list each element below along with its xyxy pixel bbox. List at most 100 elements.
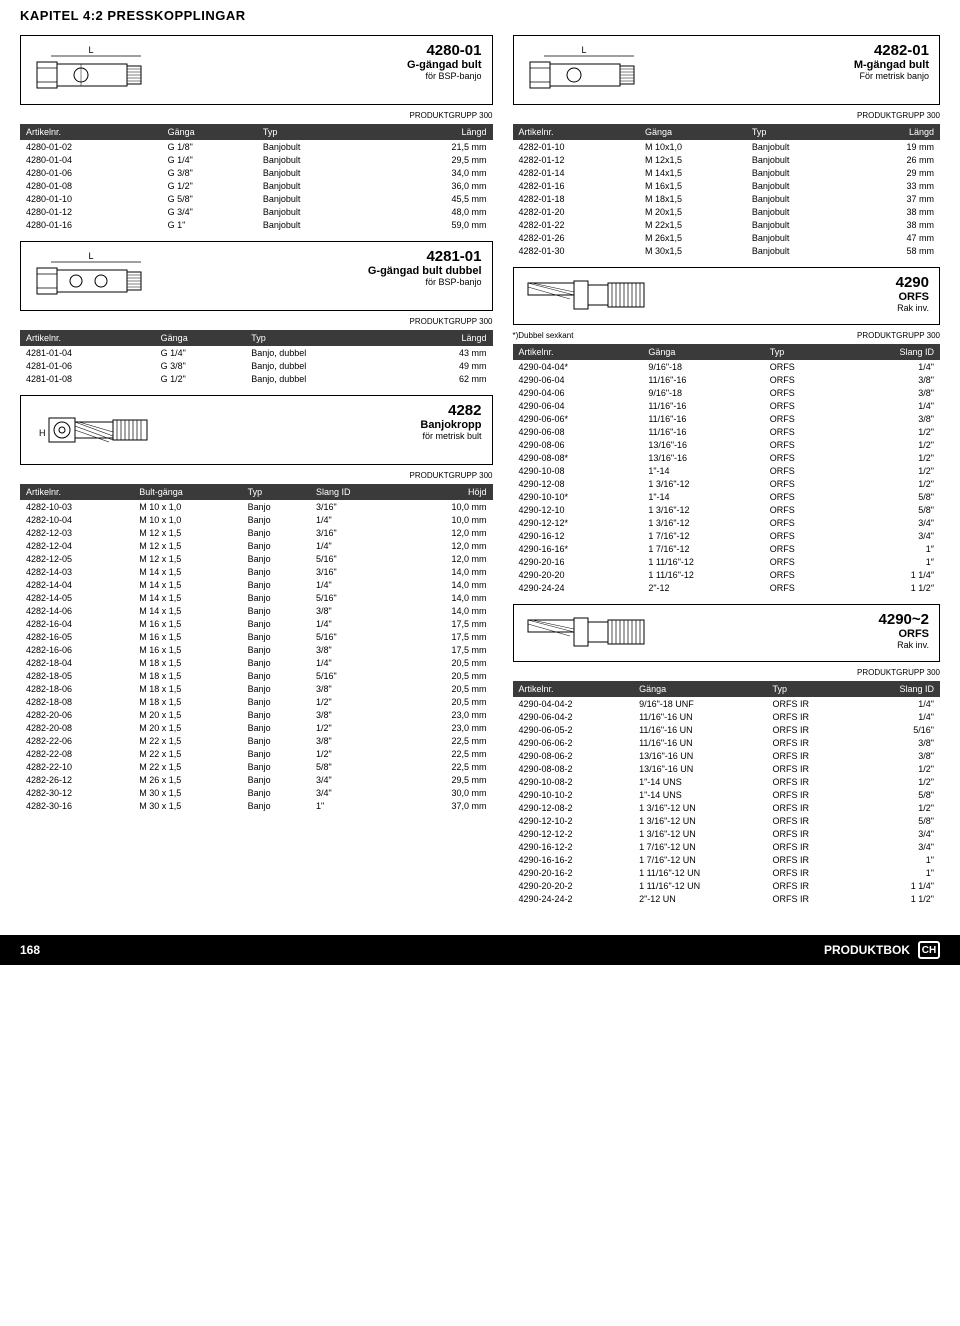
table-cell: 5/8" (855, 788, 940, 801)
table-cell: Banjo (242, 656, 310, 669)
table-cell: 1 3/16"-12 (642, 477, 763, 490)
table-cell: 17,5 mm (401, 617, 493, 630)
table-cell: 4290-12-08 (513, 477, 643, 490)
table-row: 4282-20-06M 20 x 1,5Banjo3/8"23,0 mm (20, 708, 493, 721)
table-header: Gänga (639, 124, 746, 140)
table-header: Längd (401, 330, 493, 346)
table-cell: 1/4" (310, 513, 401, 526)
table-cell: 1/4" (310, 617, 401, 630)
table-header: Artikelnr. (20, 330, 155, 346)
product-subtitle: för metrisk bult (169, 431, 482, 441)
table-cell: 37 mm (854, 192, 940, 205)
table-row: 4282-14-03M 14 x 1,5Banjo3/16"14,0 mm (20, 565, 493, 578)
table-cell: 13/16"-16 (642, 451, 763, 464)
table-cell: 36,0 mm (378, 179, 493, 192)
table-cell: M 10 x 1,0 (133, 513, 241, 526)
table-cell: G 3/8" (155, 359, 246, 372)
table-cell: Banjo, dubbel (245, 359, 401, 372)
table-cell: ORFS IR (766, 840, 855, 853)
table-cell: 3/8" (310, 682, 401, 695)
table-cell: M 14 x 1,5 (133, 604, 241, 617)
table-cell: 4282-30-16 (20, 799, 133, 812)
table-cell: ORFS (764, 425, 842, 438)
table-cell: 1/2" (842, 464, 940, 477)
table-cell: 3/4" (842, 529, 940, 542)
table-cell: 4282-12-05 (20, 552, 133, 565)
table-cell: 23,0 mm (401, 721, 493, 734)
table-cell: 4290-04-04-2 (513, 697, 634, 710)
table-cell: ORFS (764, 568, 842, 581)
table-cell: 17,5 mm (401, 643, 493, 656)
table-cell: 4290-24-24 (513, 581, 643, 594)
table-cell: M 18x1,5 (639, 192, 746, 205)
svg-text:H: H (39, 428, 46, 438)
table-cell: 1″ (842, 542, 940, 555)
table-cell: 4282-22-06 (20, 734, 133, 747)
table-cell: 4282-01-12 (513, 153, 640, 166)
table-row: 4290-06-0411/16"-16ORFS3/8" (513, 373, 941, 386)
table-cell: Banjobult (257, 153, 378, 166)
table-cell: Banjobult (746, 192, 854, 205)
table-cell: 3/16" (310, 500, 401, 513)
table-row: 4282-01-16M 16x1,5Banjobult33 mm (513, 179, 941, 192)
table-cell: 3/8" (310, 708, 401, 721)
table-cell: M 16 x 1,5 (133, 643, 241, 656)
table-cell: 9/16"-18 UNF (633, 697, 766, 710)
product-4290: 4290 ORFS Rak inv. (513, 267, 941, 325)
table-row: 4290-06-0411/16"-16ORFS1/4" (513, 399, 941, 412)
table-cell: 47 mm (854, 231, 940, 244)
table-cell: 4282-22-10 (20, 760, 133, 773)
table-cell: 4290-08-06 (513, 438, 643, 451)
table-cell: ORFS IR (766, 801, 855, 814)
table-4290: Artikelnr.GängaTypSlang ID4290-04-04*9/1… (513, 344, 941, 594)
table-header: Gänga (633, 681, 766, 697)
table-cell: 12,0 mm (401, 526, 493, 539)
product-code: 4281-01 (169, 248, 482, 265)
table-cell: 4282-20-06 (20, 708, 133, 721)
product-group: PRODUKTGRUPP 300 (513, 666, 941, 681)
table-cell: 1"-14 (642, 464, 763, 477)
table-cell: Banjo (242, 799, 310, 812)
table-cell: 19 mm (854, 140, 940, 153)
product-code: 4282 (169, 402, 482, 419)
table-row: 4290-06-04-211/16"-16 UNORFS IR1/4" (513, 710, 941, 723)
table-cell: 5/16" (310, 669, 401, 682)
table-cell: 11/16"-16 (642, 425, 763, 438)
product-group: PRODUKTGRUPP 300 (857, 329, 940, 344)
table-cell: 1/4" (842, 399, 940, 412)
table-cell: Banjobult (746, 140, 854, 153)
table-cell: 49 mm (401, 359, 493, 372)
product-4281-01: L 4281-01 G-gängad bult dubbel (20, 241, 493, 311)
table-cell: 14,0 mm (401, 565, 493, 578)
table-cell: 38 mm (854, 205, 940, 218)
table-cell: 3/8" (310, 643, 401, 656)
table-row: 4290-08-08-213/16"-16 UNORFS IR1/2" (513, 762, 941, 775)
table-cell: 1/4" (855, 710, 940, 723)
table-row: 4282-30-12M 30 x 1,5Banjo3/4"30,0 mm (20, 786, 493, 799)
table-cell: 11/16"-16 UN (633, 710, 766, 723)
table-header: Artikelnr. (20, 124, 162, 140)
table-cell: 4290-12-12-2 (513, 827, 634, 840)
table-cell: ORFS (764, 529, 842, 542)
book-title: PRODUKTBOK (824, 943, 910, 957)
table-cell: M 18 x 1,5 (133, 695, 241, 708)
table-cell: G 3/4" (162, 205, 257, 218)
product-subtitle: för BSP-banjo (169, 71, 482, 81)
table-cell: ORFS (764, 555, 842, 568)
table-row: 4290-16-12-21 7/16"-12 UNORFS IR3/4" (513, 840, 941, 853)
table-cell: M 12x1,5 (639, 153, 746, 166)
table-cell: Banjo (242, 747, 310, 760)
table-cell: 4290-10-10-2 (513, 788, 634, 801)
table-cell: ORFS IR (766, 710, 855, 723)
product-name: ORFS (662, 628, 930, 640)
table-cell: Banjobult (746, 166, 854, 179)
table-cell: 1"-14 (642, 490, 763, 503)
table-cell: 59,0 mm (378, 218, 493, 231)
table-cell: 1 3/16"-12 (642, 516, 763, 529)
product-code: 4280-01 (169, 42, 482, 59)
table-cell: 1 11/16"-12 (642, 568, 763, 581)
table-row: 4290-04-069/16"-18ORFS3/8" (513, 386, 941, 399)
table-row: 4282-14-04M 14 x 1,5Banjo1/4"14,0 mm (20, 578, 493, 591)
table-row: 4290-16-121 7/16"-12ORFS3/4" (513, 529, 941, 542)
table-cell: 4280-01-16 (20, 218, 162, 231)
